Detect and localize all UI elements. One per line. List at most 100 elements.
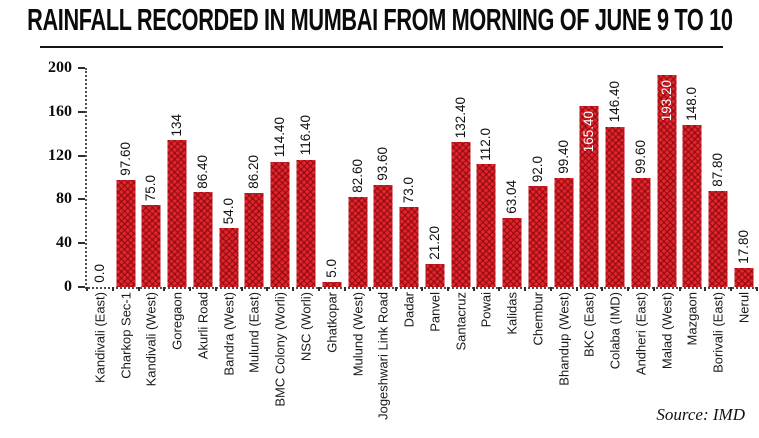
x-axis-tick-mark [317, 287, 320, 291]
bar-slot: 82.60 Mulund (West) [345, 68, 371, 376]
bar-slot: 93.60 Jogeshwari Link Road [370, 68, 396, 420]
y-axis-tick-label: 40 [56, 234, 72, 252]
bar [631, 177, 651, 287]
x-axis-tick-mark [369, 287, 372, 291]
bar [296, 159, 316, 287]
y-axis-tick-mark [78, 110, 85, 113]
bar [476, 164, 496, 287]
bar-slot: 21.20 Panvel [422, 68, 448, 332]
category-label: Bandra (West) [221, 292, 237, 376]
bar [605, 126, 625, 287]
bar-value-label: 73.0 [401, 176, 417, 204]
bar-value-label: 82.60 [349, 158, 365, 193]
x-axis-tick-mark [549, 287, 552, 291]
bar-value-label: 148.0 [684, 87, 700, 121]
x-axis-tick-mark [395, 287, 398, 291]
title-row: RAINFALL RECORDED IN MUMBAI FROM MORNING… [0, 2, 759, 38]
x-axis-tick-mark [446, 287, 449, 291]
category-label: Borivali (East) [710, 292, 726, 373]
category-label: Kandivali (East) [92, 292, 108, 384]
bar-slot: 5.0 Ghatkopar [319, 68, 345, 353]
bar-slot: 87.80 Borivali (East) [705, 68, 731, 373]
bar-slot: 132.40 Santacruz [448, 68, 474, 351]
x-axis-tick-mark [214, 287, 217, 291]
bar-slot: 54.0 Bandra (West) [216, 68, 242, 376]
bar-value-label: 99.40 [555, 140, 571, 175]
category-label: Malad (West) [659, 292, 675, 370]
bar [322, 281, 342, 287]
bar [116, 180, 136, 287]
title-divider [40, 46, 723, 48]
y-axis-tick-label: 160 [48, 102, 72, 120]
y-axis-tick-mark [78, 242, 85, 245]
category-label: BMC Colony (Worli) [272, 292, 288, 407]
bar-value-label: 97.60 [117, 142, 133, 177]
bar-value-label: 63.04 [504, 180, 520, 214]
bar [373, 184, 393, 287]
x-axis-tick-mark [111, 287, 114, 291]
x-axis-tick-mark [652, 287, 655, 291]
bar-value-label: 5.0 [323, 258, 339, 278]
bar-slot: 73.0 Dadar [396, 68, 422, 327]
bar [554, 178, 574, 287]
bar-value-label: 112.0 [478, 127, 494, 161]
source-credit: Source: IMD [656, 405, 745, 424]
y-axis-tick-label: 120 [48, 146, 72, 164]
bar-slot: 97.60 Charkop Sec-1 [113, 68, 139, 379]
category-label: Powai [478, 292, 494, 328]
bar [219, 227, 239, 287]
plot-area: 0.0 Kandivali (East) 97.60 Charkop Sec-1 75.… [85, 68, 758, 420]
category-label: Andheri (East) [633, 292, 649, 376]
bar-slot: 75.0 Kandivali (West) [139, 68, 165, 386]
bar-slot: 86.40 Akurli Road [190, 68, 216, 359]
bar [734, 267, 754, 287]
bar [451, 142, 471, 287]
bar-value-label: 17.80 [736, 229, 752, 264]
x-axis-tick-mark [575, 287, 578, 291]
y-axis-tick-label: 0 [64, 278, 72, 295]
bar-value-label: 86.20 [246, 154, 262, 189]
bar-slot: 99.40 Bhandup (West) [551, 68, 577, 386]
x-axis-tick-mark [524, 287, 527, 291]
bar-value-label: 116.40 [298, 115, 313, 156]
x-axis-tick-mark [730, 287, 733, 291]
bar-slot: 114.40 BMC Colony (Worli) [267, 68, 293, 407]
bar [579, 105, 599, 287]
y-axis-tick-mark [78, 67, 85, 69]
bar-slot: 86.20 Mulund (East) [242, 68, 268, 373]
bar [193, 192, 213, 287]
x-axis-tick-mark [240, 287, 243, 291]
y-axis-tick-label: 200 [48, 59, 72, 76]
x-axis-tick-mark [137, 287, 140, 291]
category-label: Mazgaon [684, 292, 700, 346]
bar [399, 207, 419, 287]
bar-slot: 17.80 Nerul [731, 68, 757, 323]
bar-value-label: 132.40 [452, 96, 468, 139]
bar-value-label: 54.0 [220, 197, 236, 224]
bar-value-label: 87.80 [710, 153, 726, 187]
x-axis-tick-mark [601, 287, 604, 291]
bar-slot: 99.60 Andheri (East) [628, 68, 654, 375]
category-label: Kalidas [504, 292, 520, 335]
bar-value-label: 193.20 [658, 80, 674, 122]
category-label: Panvel [427, 292, 443, 332]
bar [425, 263, 445, 287]
bar-value-label: 99.60 [632, 140, 648, 174]
bar-slot: 0.0 Kandivali (East) [87, 68, 113, 383]
category-label: Charkop Sec-1 [118, 292, 134, 379]
bar [682, 124, 702, 287]
category-label: Goregaon [169, 292, 185, 350]
x-axis-tick-mark [163, 287, 166, 291]
x-axis-tick-mark [472, 287, 475, 291]
bar [167, 140, 187, 287]
category-label: Jogeshwari Link Road [375, 292, 391, 420]
y-axis-tick-mark [78, 198, 85, 201]
bar-slot: 148.0 Mazgaon [680, 68, 706, 345]
category-label: Colaba (IMD) [607, 292, 623, 370]
bar [708, 190, 728, 287]
category-label: Mulund (West) [350, 292, 366, 377]
x-axis-tick-mark [189, 287, 192, 291]
bar [657, 75, 677, 287]
x-axis-tick-mark [627, 287, 630, 291]
y-axis-tick-mark [78, 286, 85, 288]
